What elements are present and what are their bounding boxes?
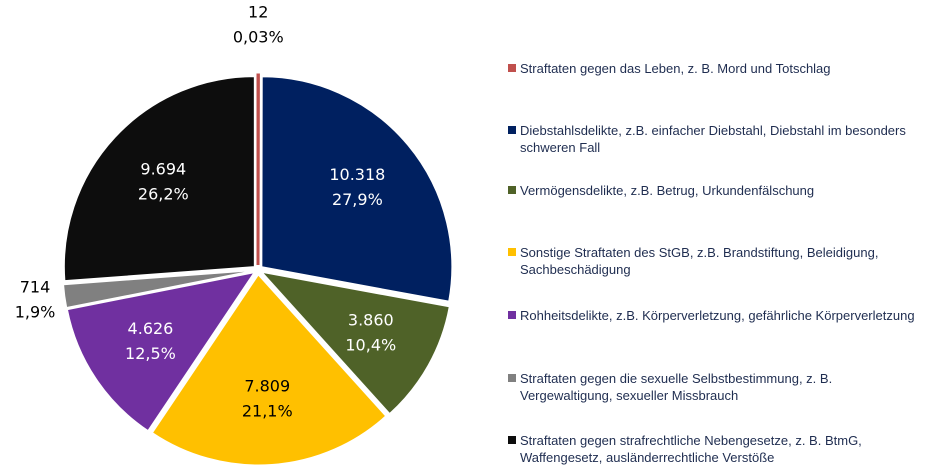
percentage-label: 12,5% (125, 344, 176, 363)
legend-swatch (508, 186, 516, 194)
legend-entry: Straftaten gegen die sexuelle Selbstbest… (508, 370, 920, 404)
legend-label: Rohheitsdelikte, z.B. Körperverletzung, … (520, 308, 915, 323)
legend-label: Diebstahlsdelikte, z.B. einfacher Diebst… (520, 123, 906, 155)
value-label: 3.860 (348, 310, 394, 329)
percentage-label: 26,2% (138, 185, 189, 204)
legend-swatch (508, 64, 516, 72)
value-label: 714 (20, 278, 51, 297)
percentage-label: 1,9% (15, 303, 56, 322)
pie-slice (261, 271, 450, 415)
legend-label: Vermögensdelikte, z.B. Betrug, Urkundenf… (520, 183, 815, 198)
legend-swatch (508, 126, 516, 134)
legend-entry: Vermögensdelikte, z.B. Betrug, Urkundenf… (508, 182, 920, 199)
legend-entry: Straftaten gegen strafrechtliche Nebenge… (508, 432, 920, 466)
pie-slice (63, 270, 254, 309)
value-label: 9.694 (140, 160, 186, 179)
pie-slice (66, 272, 255, 432)
pie-slice (63, 76, 255, 282)
legend-entry: Diebstahlsdelikte, z.B. einfacher Diebst… (508, 122, 920, 156)
legend-label: Straftaten gegen die sexuelle Selbstbest… (520, 371, 833, 403)
value-label: 7.809 (244, 376, 290, 395)
legend-swatch (508, 248, 516, 256)
percentage-label: 0,03% (233, 28, 284, 47)
pie-slice (151, 274, 387, 466)
legend-swatch (508, 311, 516, 319)
legend-label: Sonstige Straftaten des StGB, z.B. Brand… (520, 245, 879, 277)
legend-label: Straftaten gegen strafrechtliche Nebenge… (520, 433, 862, 465)
legend-entry: Straftaten gegen das Leben, z. B. Mord u… (508, 60, 920, 77)
legend-swatch (508, 436, 516, 444)
legend-swatch (508, 374, 516, 382)
value-label: 12 (248, 3, 268, 22)
legend-label: Straftaten gegen das Leben, z. B. Mord u… (520, 61, 831, 76)
legend-entry: Sonstige Straftaten des StGB, z.B. Brand… (508, 244, 920, 278)
percentage-label: 10,4% (345, 335, 396, 354)
legend-entry: Rohheitsdelikte, z.B. Körperverletzung, … (508, 307, 920, 324)
percentage-label: 27,9% (332, 190, 383, 209)
value-label: 10.318 (329, 165, 385, 184)
percentage-label: 21,1% (242, 401, 293, 420)
value-label: 4.626 (128, 319, 174, 338)
pie-slice (261, 76, 453, 302)
